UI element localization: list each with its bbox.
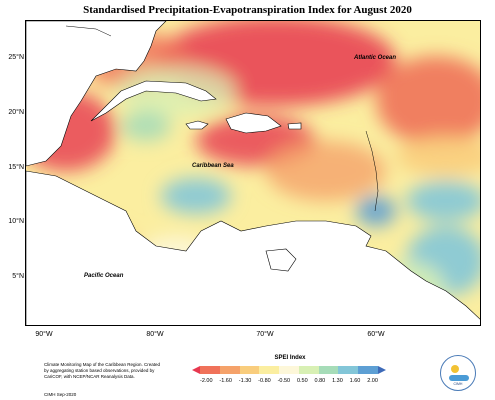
legend-swatch (259, 366, 280, 374)
legend-swatch (298, 366, 319, 374)
legend-swatch (219, 366, 240, 374)
sun-icon (451, 365, 459, 373)
legend-swatch (239, 366, 260, 374)
legend-swatch (279, 366, 299, 374)
map-title: Standardised Precipitation-Evapotranspir… (83, 4, 412, 16)
y-tick-25n: 25°N (8, 54, 24, 61)
spei-map: Atlantic Ocean Caribbean Sea Pacific Oce… (25, 20, 481, 326)
legend-tick: 2.00 (367, 378, 378, 384)
y-tick-20n: 20°N (8, 109, 24, 116)
legend-colorbar (192, 366, 387, 374)
legend-tick: -0.50 (277, 378, 291, 384)
legend-swatch (358, 366, 379, 374)
legend-tick: -0.80 (258, 378, 271, 384)
legend-swatch (318, 366, 339, 374)
legend-tick: 0.50 (296, 378, 308, 384)
land (26, 21, 480, 325)
legend-swatch (200, 366, 220, 374)
legend-tick: 1.30 (332, 378, 343, 384)
legend-tick: -1.60 (219, 378, 232, 384)
atlantic-ocean-label: Atlantic Ocean (354, 55, 397, 61)
legend-tick: 1.60 (349, 378, 361, 384)
date-stamp: CIMH Sep-2020 (44, 392, 77, 397)
x-tick-70w: 70°W (256, 331, 274, 338)
logo-text: CIMH (453, 382, 463, 386)
legend-arrow-high (378, 366, 387, 374)
y-tick-15n: 15°N (8, 164, 24, 171)
x-tick-90w: 90°W (35, 331, 53, 338)
x-tick-80w: 80°W (146, 331, 164, 338)
wave-icon (449, 375, 469, 381)
y-tick-10n: 10°N (8, 218, 24, 225)
legend-swatch (338, 366, 359, 374)
credit-text: Climate Monitoring Map of the Caribbean … (44, 362, 161, 379)
legend-ticks: -2.00 -1.60 -1.30 -0.80 -0.50 0.50 0.80 … (200, 378, 378, 384)
spei-field (26, 21, 480, 325)
legend-tick: -1.30 (238, 378, 252, 384)
legend-title: SPEI Index (274, 355, 306, 361)
x-tick-60w: 60°W (367, 331, 385, 338)
y-tick-5n: 5°N (12, 273, 24, 280)
legend-arrow-low (192, 366, 200, 374)
legend-tick: 0.80 (314, 378, 326, 384)
caribbean-sea-label: Caribbean Sea (192, 163, 234, 169)
cimh-logo: CIMH (440, 355, 476, 391)
legend-tick: -2.00 (200, 378, 213, 384)
pacific-ocean-label: Pacific Ocean (84, 273, 124, 279)
